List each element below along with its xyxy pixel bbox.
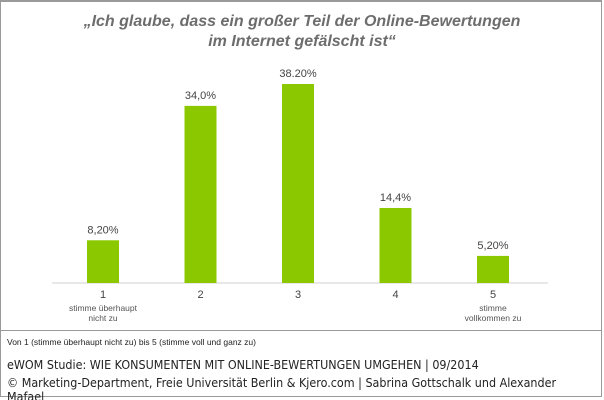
tick-sublabel: vollkommen zu: [465, 313, 522, 323]
tick-sublabel: stimme: [479, 303, 507, 313]
data-label-2: 34,0%: [185, 90, 216, 102]
scale-note: Von 1 (stimme überhaupt nicht zu) bis 5 …: [7, 337, 256, 347]
tick-label-2: 2: [197, 289, 203, 301]
tick-sublabel: nicht zu: [88, 313, 118, 323]
bar-2: [184, 105, 217, 283]
bar-4: [379, 207, 412, 283]
chart-area: [0, 0, 602, 331]
study-title: eWOM Studie: WIE KONSUMENTEN MIT ONLINE-…: [7, 358, 479, 372]
bar-5: [477, 255, 509, 283]
title-line-1: „Ich glaube, dass ein großer Teil der On…: [83, 13, 521, 30]
data-label-4: 14,4%: [380, 192, 411, 204]
chart-title: „Ich glaube, dass ein großer Teil der On…: [0, 12, 604, 52]
tick-sublabel: stimme überhaupt: [69, 303, 138, 313]
title-line-2: im Internet gefälscht ist“: [208, 33, 396, 50]
footer-box: Von 1 (stimme überhaupt nicht zu) bis 5 …: [0, 331, 602, 400]
data-label-1: 8,20%: [87, 224, 118, 236]
tick-label-5: 5: [490, 289, 496, 301]
data-label-3: 38.20%: [279, 68, 317, 80]
copyright-line: © Marketing-Department, Freie Universitä…: [7, 376, 557, 400]
data-label-5: 5,20%: [477, 240, 508, 252]
tick-label-1: 1: [100, 289, 106, 301]
bar-1: [87, 240, 119, 283]
bar-3: [282, 84, 314, 283]
tick-label-4: 4: [392, 289, 398, 301]
tick-label-3: 3: [295, 289, 301, 301]
